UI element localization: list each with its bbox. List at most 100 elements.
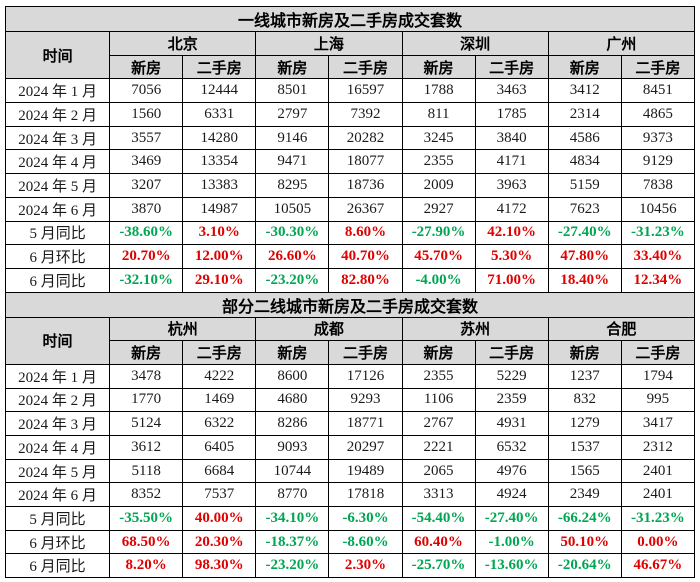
transaction-count: 7838	[620, 173, 696, 198]
percent-row: 5 月同比 -35.50% 40.00% -34.10% -6.30% -54.40% -2…	[4, 506, 696, 531]
transaction-count: 18077	[328, 149, 403, 175]
new-home-subheader: 新房	[401, 340, 476, 365]
month-label: 2024 年 1 月	[4, 363, 111, 389]
transaction-count: 2349	[547, 482, 622, 508]
percent-row: 6 月环比 20.70% 12.00% 26.60% 40.70% 45.70% 5.30%…	[4, 244, 696, 269]
percent-change-value: -32.10%	[109, 267, 184, 293]
transaction-count: 16597	[328, 78, 403, 104]
percent-change-value: -8.60%	[328, 529, 403, 555]
percent-change-value: 29.10%	[182, 267, 257, 293]
percent-change-value: 42.10%	[474, 220, 549, 246]
table-row: 2024 年 1 月 3478 4222 8600 17126 2355 5229 1237 1…	[4, 363, 696, 389]
percent-change-value: -66.24%	[547, 506, 622, 531]
percent-change-value: -27.40%	[547, 220, 622, 246]
percent-change-value: -54.40%	[401, 506, 476, 531]
transaction-count: 2221	[401, 435, 476, 460]
table-row: 2024 年 4 月 3612 6405 9093 20297 2221 6532 1537 2…	[4, 435, 696, 460]
transaction-count: 14987	[182, 196, 257, 222]
new-home-subheader: 新房	[109, 54, 184, 80]
transaction-count: 20297	[328, 435, 403, 460]
city-header: 北京	[109, 31, 257, 56]
transaction-count: 3478	[109, 363, 184, 389]
percent-change-value: -27.90%	[401, 220, 476, 246]
transaction-count: 2314	[547, 102, 622, 127]
transaction-count: 7392	[328, 102, 403, 127]
transaction-count: 6684	[182, 458, 257, 484]
month-label: 2024 年 4 月	[4, 435, 111, 460]
transaction-count: 1106	[401, 387, 476, 413]
secondhand-subheader: 二手房	[328, 54, 403, 80]
percent-change-value: 45.70%	[401, 244, 476, 269]
percent-change-value: -6.30%	[328, 506, 403, 531]
new-home-subheader: 新房	[547, 54, 622, 80]
percent-change-value: 12.34%	[620, 267, 696, 293]
month-label: 2024 年 5 月	[4, 173, 111, 198]
transaction-count: 20282	[328, 125, 403, 151]
transaction-count: 17126	[328, 363, 403, 389]
transaction-count: 1237	[547, 363, 622, 389]
percent-change-value: -30.30%	[255, 220, 330, 246]
transaction-count: 3612	[109, 435, 184, 460]
transaction-count: 9471	[255, 149, 330, 175]
transaction-count: 13354	[182, 149, 257, 175]
percent-row: 6 月同比 8.20% 98.30% -23.20% 2.30% -25.70% -13.6…	[4, 553, 696, 579]
percent-row: 6 月环比 68.50% 20.30% -18.37% -8.60% 60.40% -1.0…	[4, 529, 696, 555]
transaction-count: 2355	[401, 363, 476, 389]
percent-row-label: 6 月同比	[4, 267, 111, 293]
percent-change-value: 2.30%	[328, 553, 403, 579]
percent-change-value: 33.40%	[620, 244, 696, 269]
transaction-count: 8352	[109, 482, 184, 508]
city-header: 上海	[255, 31, 403, 56]
table-row: 2024 年 6 月 3870 14987 10505 26367 2927 4172 762…	[4, 196, 696, 222]
percent-row: 5 月同比 -38.60% 3.10% -30.30% 8.60% -27.90% 42.1…	[4, 220, 696, 246]
percent-change-value: 82.80%	[328, 267, 403, 293]
percent-change-value: 0.00%	[620, 529, 696, 555]
transaction-count: 3245	[401, 125, 476, 151]
transaction-count: 2401	[620, 482, 696, 508]
percent-change-value: 60.40%	[401, 529, 476, 555]
percent-change-value: -4.00%	[401, 267, 476, 293]
new-home-subheader: 新房	[255, 54, 330, 80]
secondhand-subheader: 二手房	[474, 340, 549, 365]
transaction-count: 7537	[182, 482, 257, 508]
percent-change-value: 12.00%	[182, 244, 257, 269]
transaction-count: 2355	[401, 149, 476, 175]
percent-change-value: 40.70%	[328, 244, 403, 269]
transaction-count: 6405	[182, 435, 257, 460]
percent-change-value: 46.67%	[620, 553, 696, 579]
secondhand-subheader: 二手房	[182, 340, 257, 365]
transaction-count: 7056	[109, 78, 184, 104]
transaction-count: 4931	[474, 411, 549, 436]
transaction-count: 3840	[474, 125, 549, 151]
transaction-count: 8501	[255, 78, 330, 104]
month-label: 2024 年 4 月	[4, 149, 111, 175]
percent-change-value: -1.00%	[474, 529, 549, 555]
month-label: 2024 年 3 月	[4, 125, 111, 151]
percent-change-value: 71.00%	[474, 267, 549, 293]
transaction-count: 2401	[620, 458, 696, 484]
transaction-count: 4222	[182, 363, 257, 389]
transaction-count: 2927	[401, 196, 476, 222]
transaction-count: 2009	[401, 173, 476, 198]
percent-change-value: 20.30%	[182, 529, 257, 555]
secondhand-subheader: 二手房	[620, 54, 696, 80]
transaction-count: 6532	[474, 435, 549, 460]
transaction-count: 1537	[547, 435, 622, 460]
transaction-count: 6331	[182, 102, 257, 127]
transaction-count: 5124	[109, 411, 184, 436]
transaction-count: 2312	[620, 435, 696, 460]
percent-change-value: -31.23%	[620, 220, 696, 246]
percent-change-value: -25.70%	[401, 553, 476, 579]
percent-change-value: -18.37%	[255, 529, 330, 555]
transaction-count: 1279	[547, 411, 622, 436]
transaction-count: 9146	[255, 125, 330, 151]
percent-change-value: -13.60%	[474, 553, 549, 579]
percent-row-label: 5 月同比	[4, 506, 111, 531]
percent-row: 6 月同比 -32.10% 29.10% -23.20% 82.80% -4.00% 71.…	[4, 267, 696, 293]
table-row: 2024 年 3 月 5124 6322 8286 18771 2767 4931 1279 3…	[4, 411, 696, 436]
percent-change-value: 50.10%	[547, 529, 622, 555]
transaction-count: 10744	[255, 458, 330, 484]
percent-change-value: 5.30%	[474, 244, 549, 269]
transaction-count: 9293	[328, 387, 403, 413]
